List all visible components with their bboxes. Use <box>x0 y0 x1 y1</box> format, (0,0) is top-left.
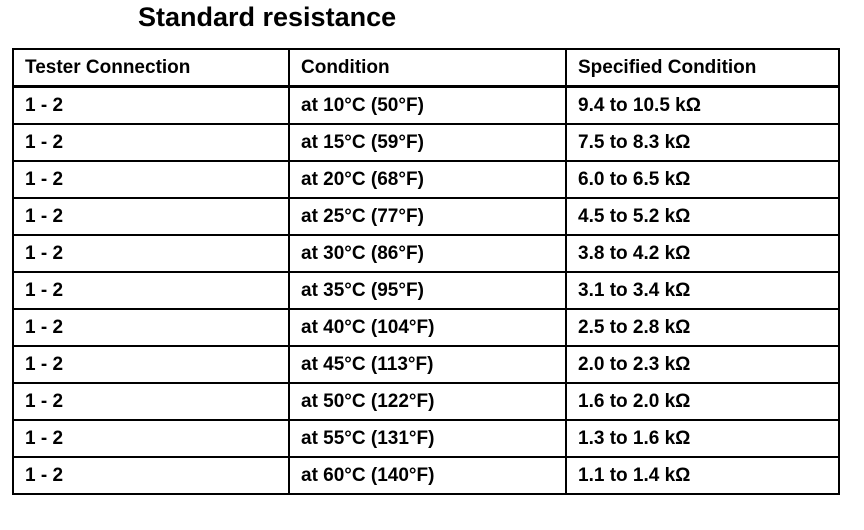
table-row: 1 - 2 at 35°C (95°F) 3.1 to 3.4 kΩ <box>12 271 840 310</box>
table-cell: 1 - 2 <box>12 197 290 236</box>
table-row: 1 - 2 at 55°C (131°F) 1.3 to 1.6 kΩ <box>12 419 840 458</box>
table-cell: at 60°C (140°F) <box>288 456 567 495</box>
table-cell: at 15°C (59°F) <box>288 123 567 162</box>
table-cell: 1 - 2 <box>12 160 290 199</box>
table-cell: 1 - 2 <box>12 271 290 310</box>
table-cell: at 40°C (104°F) <box>288 308 567 347</box>
table-row: 1 - 2 at 15°C (59°F) 7.5 to 8.3 kΩ <box>12 123 840 162</box>
resistance-table: Tester Connection Condition Specified Cond… <box>12 48 840 495</box>
table-row: 1 - 2 at 45°C (113°F) 2.0 to 2.3 kΩ <box>12 345 840 384</box>
table-cell: 1 - 2 <box>12 382 290 421</box>
table-row: 1 - 2 at 60°C (140°F) 1.1 to 1.4 kΩ <box>12 456 840 495</box>
table-cell: 1 - 2 <box>12 456 290 495</box>
table-body: 1 - 2 at 10°C (50°F) 9.4 to 10.5 kΩ 1 - 2 at… <box>12 85 840 495</box>
table-cell: at 45°C (113°F) <box>288 345 567 384</box>
column-header: Condition <box>288 48 567 88</box>
table-cell: 2.5 to 2.8 kΩ <box>565 308 840 347</box>
table-cell: 1.3 to 1.6 kΩ <box>565 419 840 458</box>
table-cell: at 50°C (122°F) <box>288 382 567 421</box>
table-row: 1 - 2 at 40°C (104°F) 2.5 to 2.8 kΩ <box>12 308 840 347</box>
table-row: 1 - 2 at 20°C (68°F) 6.0 to 6.5 kΩ <box>12 160 840 199</box>
table-cell: at 30°C (86°F) <box>288 234 567 273</box>
table-cell: 1.1 to 1.4 kΩ <box>565 456 840 495</box>
table-row: 1 - 2 at 25°C (77°F) 4.5 to 5.2 kΩ <box>12 197 840 236</box>
table-cell: 2.0 to 2.3 kΩ <box>565 345 840 384</box>
table-cell: 4.5 to 5.2 kΩ <box>565 197 840 236</box>
table-cell: 1 - 2 <box>12 123 290 162</box>
table-cell: 6.0 to 6.5 kΩ <box>565 160 840 199</box>
table-row: 1 - 2 at 30°C (86°F) 3.8 to 4.2 kΩ <box>12 234 840 273</box>
table-cell: at 55°C (131°F) <box>288 419 567 458</box>
table-cell: 7.5 to 8.3 kΩ <box>565 123 840 162</box>
table-cell: 1 - 2 <box>12 85 290 125</box>
column-header: Specified Condition <box>565 48 840 88</box>
table-cell: at 25°C (77°F) <box>288 197 567 236</box>
column-header: Tester Connection <box>12 48 290 88</box>
header-row: Tester Connection Condition Specified Cond… <box>12 48 840 88</box>
title: Standard resistance <box>138 2 397 32</box>
table-row: 1 - 2 at 10°C (50°F) 9.4 to 10.5 kΩ <box>12 85 840 125</box>
table-cell: 3.1 to 3.4 kΩ <box>565 271 840 310</box>
table-cell: 9.4 to 10.5 kΩ <box>565 85 840 125</box>
table-cell: at 20°C (68°F) <box>288 160 567 199</box>
table-cell: 3.8 to 4.2 kΩ <box>565 234 840 273</box>
table-cell: 1 - 2 <box>12 234 290 273</box>
table-cell: 1.6 to 2.0 kΩ <box>565 382 840 421</box>
table-cell: 1 - 2 <box>12 308 290 347</box>
table-cell: 1 - 2 <box>12 345 290 384</box>
table-cell: 1 - 2 <box>12 419 290 458</box>
table-cell: at 10°C (50°F) <box>288 85 567 125</box>
table-row: 1 - 2 at 50°C (122°F) 1.6 to 2.0 kΩ <box>12 382 840 421</box>
table-cell: at 35°C (95°F) <box>288 271 567 310</box>
